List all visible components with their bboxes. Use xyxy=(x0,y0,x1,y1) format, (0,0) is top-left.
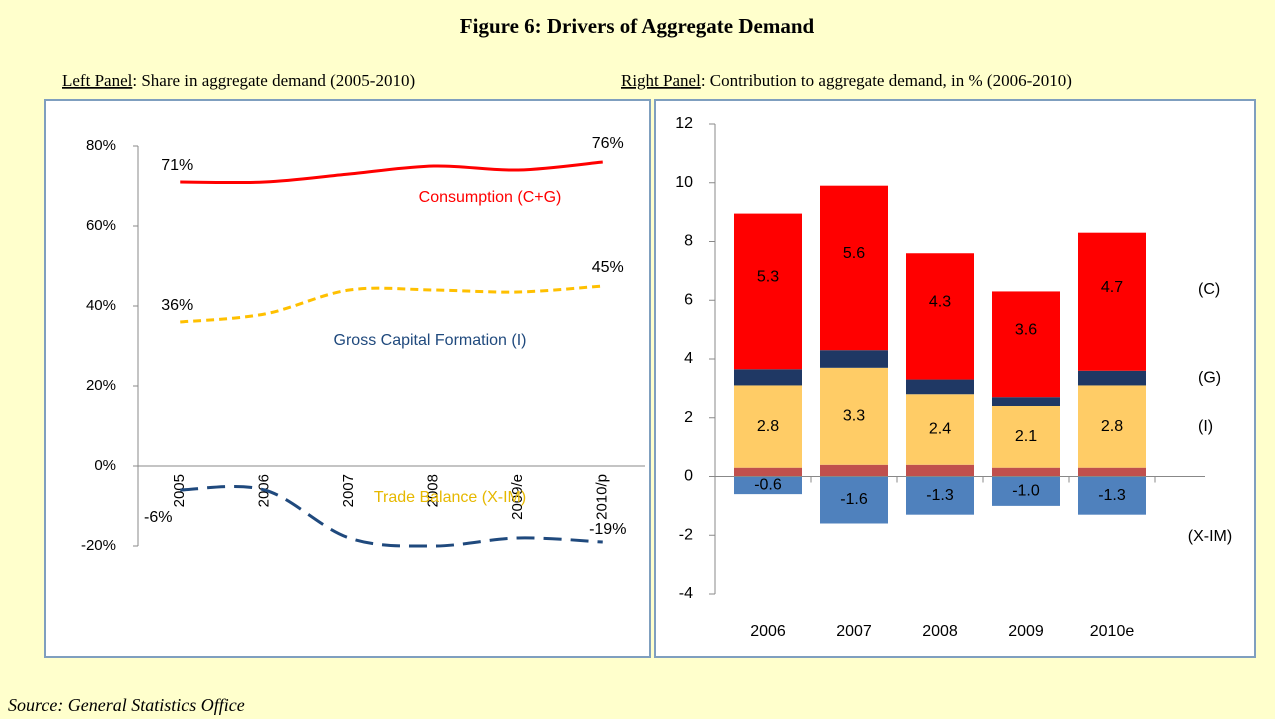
series-label: (G) xyxy=(1198,369,1221,386)
figure-title: Figure 6: Drivers of Aggregate Demand xyxy=(460,14,815,38)
subtitle: : Contribution to aggregate demand, in %… xyxy=(701,71,1072,90)
bar-segment xyxy=(734,385,802,468)
y-tick-label: 0 xyxy=(684,468,693,485)
bar-segment xyxy=(992,397,1060,406)
y-tick-label: 10 xyxy=(675,174,693,191)
bar-segment xyxy=(1078,385,1146,468)
data-label: -6% xyxy=(144,509,172,526)
data-label: -1.3 xyxy=(926,487,954,504)
y-tick-label: 20% xyxy=(86,377,116,394)
bar-segment xyxy=(820,185,888,351)
x-tick-label: 2007 xyxy=(836,623,872,640)
data-label: 2.1 xyxy=(1015,428,1037,445)
bar-segment xyxy=(820,350,888,368)
series-label: Trade Balance (X-IM) xyxy=(374,489,526,506)
data-label: 3.3 xyxy=(843,408,865,425)
y-tick-label: 12 xyxy=(675,115,693,132)
x-tick-label: 2010e xyxy=(1090,623,1135,640)
left-panel xyxy=(44,99,651,658)
bar-segment xyxy=(820,476,888,524)
x-tick-label: 2006 xyxy=(750,623,786,640)
bar-segment xyxy=(820,367,888,465)
bar-segment xyxy=(1078,370,1146,386)
series-line xyxy=(180,484,603,548)
bar-segment xyxy=(1078,476,1146,515)
bar-segment xyxy=(734,467,802,477)
bar-segment xyxy=(1078,467,1146,477)
y-tick-label: -20% xyxy=(81,537,116,554)
x-tick-label: 2008 xyxy=(922,623,958,640)
x-tick-label: 2007 xyxy=(340,474,357,507)
bar-segment xyxy=(734,369,802,386)
data-label: 4.3 xyxy=(929,294,951,311)
x-tick-label: 2008 xyxy=(425,474,442,507)
series-line xyxy=(180,160,603,185)
source: Source: General Statistics Office xyxy=(8,695,245,715)
data-label: -1.0 xyxy=(1012,482,1040,499)
bar-segment xyxy=(906,253,974,380)
y-tick-label: -2 xyxy=(679,526,693,543)
subtitle: : Share in aggregate demand (2005-2010) xyxy=(132,71,415,90)
x-tick-label: 2009 xyxy=(1008,623,1044,640)
bar-segment xyxy=(906,379,974,395)
bar-segment xyxy=(992,291,1060,398)
right-subtitle: Right Panel: Contribution to aggregate d… xyxy=(621,71,1072,90)
series-label: (X-IM) xyxy=(1188,528,1232,545)
bar-segment xyxy=(992,406,1060,468)
data-label: 3.6 xyxy=(1015,322,1037,339)
x-tick-label: 2005 xyxy=(171,474,188,507)
data-label: 2.4 xyxy=(929,421,951,438)
bar-segment xyxy=(906,476,974,515)
x-tick-label: 2009/e xyxy=(509,474,526,520)
data-label: 76% xyxy=(592,135,624,152)
data-label: -1.3 xyxy=(1098,487,1126,504)
left-subtitle: Left Panel: Share in aggregate demand (2… xyxy=(62,71,415,90)
x-tick-label: 2010/p xyxy=(594,474,611,520)
series-label: Consumption (C+G) xyxy=(419,189,562,206)
data-label: 71% xyxy=(161,157,193,174)
data-label: -0.6 xyxy=(754,477,782,494)
data-label: 36% xyxy=(161,297,193,314)
bar-segment xyxy=(906,464,974,477)
bar-segment xyxy=(734,213,802,370)
y-tick-label: 60% xyxy=(86,217,116,234)
series-label: (C) xyxy=(1198,281,1220,298)
y-tick-label: 4 xyxy=(684,350,693,367)
data-label: -19% xyxy=(589,521,626,538)
bar-segment xyxy=(734,476,802,495)
series-label: (I) xyxy=(1198,418,1213,435)
panel-label: Right Panel xyxy=(621,71,701,90)
data-label: -1.6 xyxy=(840,491,868,508)
y-tick-label: 40% xyxy=(86,297,116,314)
series-label: Gross Capital Formation (I) xyxy=(334,332,527,349)
y-tick-label: 8 xyxy=(684,233,693,250)
bar-segment xyxy=(906,394,974,465)
bar-segment xyxy=(1078,232,1146,371)
series-line xyxy=(180,284,603,324)
data-label: 5.3 xyxy=(757,269,779,286)
bar-segment xyxy=(992,467,1060,477)
y-tick-label: 6 xyxy=(684,291,693,308)
y-tick-label: 80% xyxy=(86,137,116,154)
data-label: 45% xyxy=(592,259,624,276)
y-tick-label: 2 xyxy=(684,409,693,426)
y-tick-label: 0% xyxy=(94,457,116,474)
data-label: 2.8 xyxy=(757,418,779,435)
y-tick-label: -4 xyxy=(679,585,693,602)
data-label: 2.8 xyxy=(1101,418,1123,435)
bar-segment xyxy=(820,464,888,477)
panel-label: Left Panel xyxy=(62,71,133,90)
bar-segment xyxy=(992,476,1060,506)
data-label: 4.7 xyxy=(1101,279,1123,296)
data-label: 5.6 xyxy=(843,245,865,262)
